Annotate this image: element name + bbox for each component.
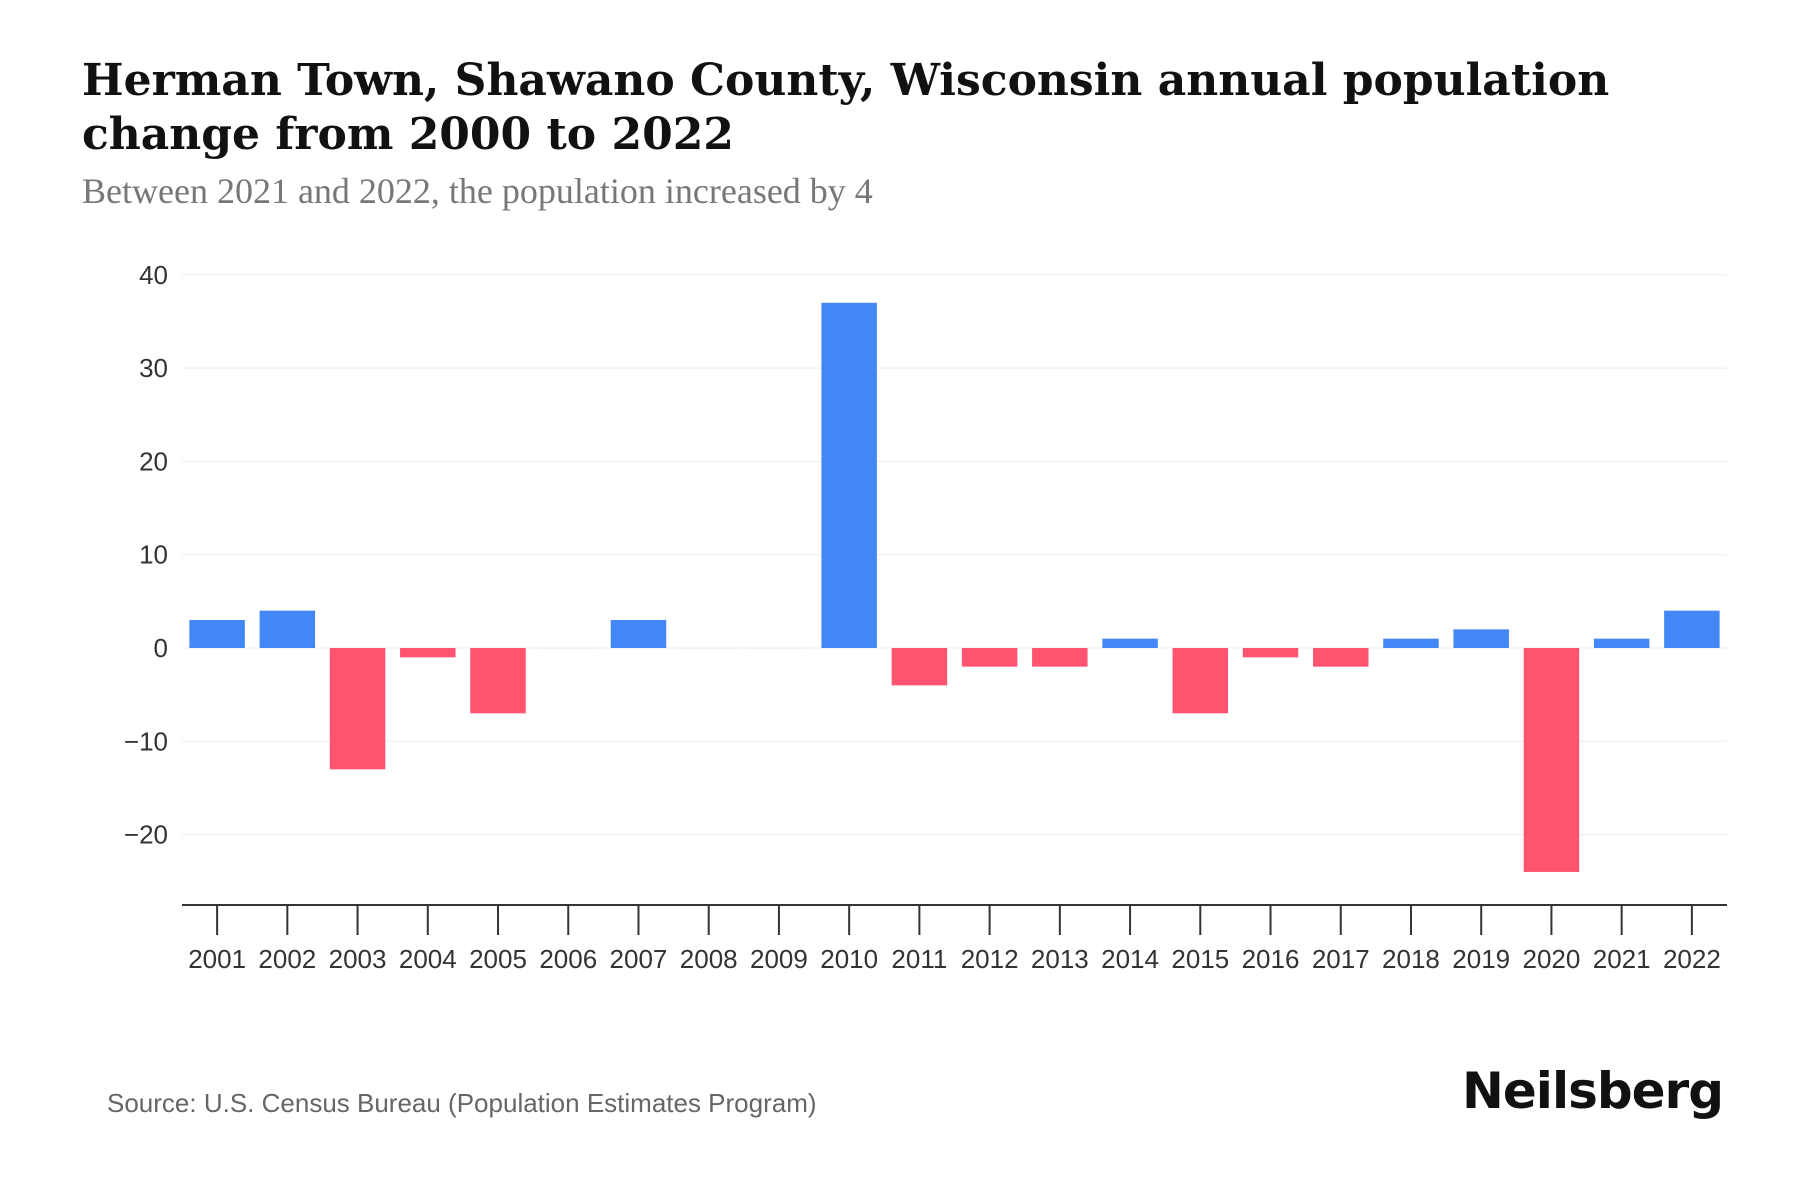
neilsberg-logo: Neilsberg (1462, 1062, 1724, 1120)
x-tick-label: 2020 (1523, 944, 1581, 974)
bar-2017 (1313, 648, 1369, 667)
chart-title: Herman Town, Shawano County, Wisconsin a… (82, 55, 1610, 160)
x-tick-label: 2002 (258, 944, 316, 974)
bar-2013 (1032, 648, 1088, 667)
bar-2020 (1523, 648, 1580, 872)
bar-2002 (259, 610, 316, 648)
x-tick-label: 2008 (680, 944, 738, 974)
x-tick-label: 2005 (469, 944, 527, 974)
x-tick-label: 2004 (399, 944, 457, 974)
x-tick-label: 2022 (1663, 944, 1721, 974)
y-tick-label: −20 (124, 820, 168, 850)
bar-2001 (189, 620, 245, 648)
y-tick-label: 20 (139, 446, 168, 476)
chart-header: Herman Town, Shawano County, Wisconsin a… (82, 54, 1762, 212)
y-tick-label: −10 (124, 726, 168, 756)
x-tick-label: 2009 (750, 944, 808, 974)
y-tick-label: 40 (139, 260, 168, 290)
x-tick-label: 2006 (539, 944, 597, 974)
x-tick-label: 2003 (329, 944, 387, 974)
bar-2022 (1664, 610, 1720, 648)
bar-2015 (1172, 648, 1229, 714)
bar-2016 (1242, 648, 1299, 658)
x-tick-label: 2013 (1031, 944, 1089, 974)
x-tick-label: 2018 (1382, 944, 1440, 974)
source-note: Source: U.S. Census Bureau (Population E… (107, 1088, 817, 1118)
chart-subtitle: Between 2021 and 2022, the population in… (82, 171, 873, 211)
x-tick-label: 2019 (1452, 944, 1510, 974)
bar-2011 (891, 648, 948, 686)
bar-2003 (329, 648, 386, 770)
bar-2018 (1383, 638, 1439, 648)
bar-2004 (400, 648, 456, 658)
x-tick-label: 2007 (610, 944, 668, 974)
x-tick-label: 2017 (1312, 944, 1370, 974)
x-tick-label: 2001 (188, 944, 246, 974)
bar-2012 (961, 648, 1018, 667)
bar-2007 (610, 620, 667, 648)
x-tick-label: 2016 (1242, 944, 1300, 974)
x-tick-label: 2021 (1593, 944, 1651, 974)
bar-2014 (1102, 638, 1158, 648)
x-tick-label: 2012 (961, 944, 1019, 974)
bar-2021 (1593, 638, 1650, 648)
bar-2008 (680, 648, 737, 649)
y-tick-label: 30 (139, 353, 168, 383)
bar-2006 (540, 648, 596, 649)
bar-2019 (1453, 629, 1509, 648)
y-tick-label: 0 (154, 633, 168, 663)
y-tick-label: 10 (139, 540, 168, 570)
x-tick-label: 2014 (1101, 944, 1159, 974)
x-tick-label: 2015 (1171, 944, 1229, 974)
bar-2009 (751, 648, 807, 649)
bar-2010 (821, 302, 877, 648)
x-tick-label: 2010 (820, 944, 878, 974)
x-tick-label: 2011 (891, 944, 947, 974)
bar-2005 (470, 648, 526, 714)
